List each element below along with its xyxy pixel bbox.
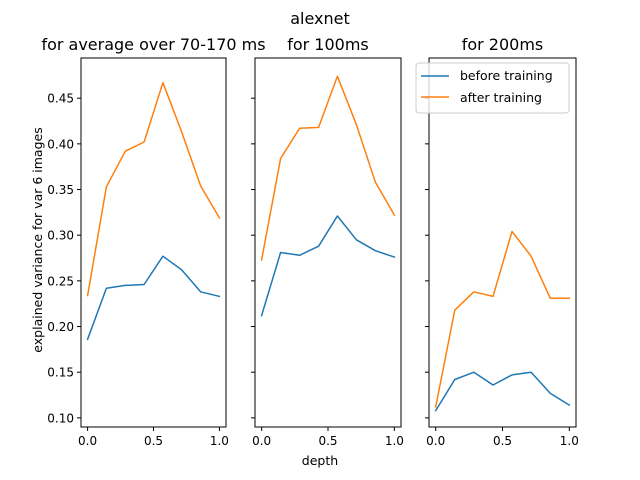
figure-suptitle: alexnet [290, 9, 350, 28]
series-line-before-training-panel-1 [86, 255, 221, 341]
x-tick-label-1-1: 0.5 [144, 434, 163, 448]
legend-frame [415, 62, 570, 114]
y-tick-label-1-6: 0.40 [47, 137, 74, 151]
x-tick-label-2-2: 1.0 [385, 434, 404, 448]
subplot-panels: 0.0 0.5 1.0 0.10 0.15 0.20 0.25 0.30 0.35 0.40 0.4… [41, 35, 578, 448]
subplot-3: 0.0 0.5 1.0 for 200ms [425, 35, 579, 448]
x-axis-label: depth [302, 453, 338, 468]
series-line-after-training-panel-2 [260, 75, 396, 261]
y-tick-label-1-3: 0.25 [47, 274, 74, 288]
subplot-title-3: for 200ms [462, 35, 544, 54]
series-line-after-training-panel-3 [434, 230, 571, 408]
series-line-before-training-panel-2 [260, 215, 396, 317]
x-tick-label-3-1: 0.5 [493, 434, 512, 448]
y-tick-label-1-2: 0.20 [47, 320, 74, 334]
x-tick-label-2-0: 0.0 [252, 434, 271, 448]
y-tick-label-1-1: 0.15 [47, 366, 74, 380]
y-tick-label-1-5: 0.35 [47, 183, 74, 197]
legend-label-before-training: before training [460, 68, 553, 83]
legend: before training after training [415, 62, 570, 114]
series-line-after-training-panel-1 [86, 81, 221, 297]
subplot-title-2: for 100ms [287, 35, 369, 54]
x-tick-label-2-1: 0.5 [318, 434, 337, 448]
subplot-1: 0.0 0.5 1.0 0.10 0.15 0.20 0.25 0.30 0.35 0.40 0.4… [41, 35, 265, 448]
y-axis-label: explained variance for var 6 images [30, 127, 45, 352]
x-tick-label-3-2: 1.0 [560, 434, 579, 448]
y-tick-label-1-4: 0.30 [47, 229, 74, 243]
series-line-before-training-panel-3 [434, 371, 571, 412]
x-tick-label-1-0: 0.0 [78, 434, 97, 448]
x-tick-label-3-0: 0.0 [426, 434, 445, 448]
subplot-2: 0.0 0.5 1.0 for 100ms [251, 35, 404, 448]
y-tick-label-1-7: 0.45 [47, 92, 74, 106]
y-tick-label-1-0: 0.10 [47, 411, 74, 425]
x-tick-label-1-2: 1.0 [210, 434, 229, 448]
legend-label-after-training: after training [460, 90, 542, 105]
subplot-title-1: for average over 70-170 ms [41, 35, 265, 54]
